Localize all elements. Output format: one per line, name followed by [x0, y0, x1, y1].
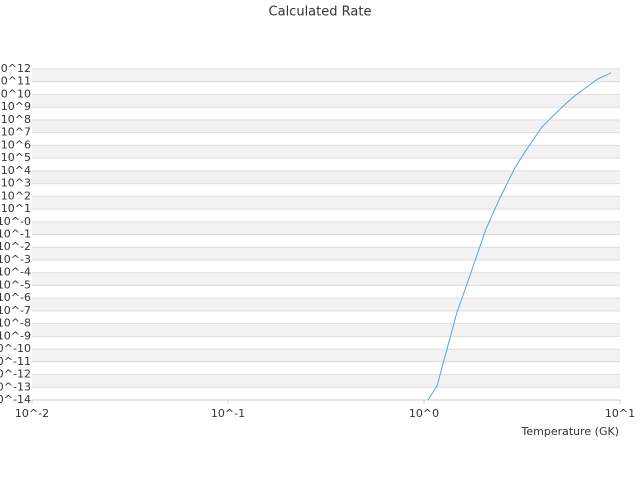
y-tick-label: 10^1	[1, 202, 31, 215]
y-tick-label: 10^-4	[0, 266, 31, 279]
y-tick-label: 10^-8	[0, 317, 31, 330]
grid-band	[32, 196, 620, 210]
y-tick-label: 10^-6	[0, 291, 31, 304]
y-tick-label: 10^-13	[0, 380, 31, 393]
y-tick-label: 10^7	[1, 126, 31, 139]
y-tick-label: 10^12	[0, 62, 31, 75]
y-tick-label: 10^-10	[0, 342, 31, 355]
grid-band	[32, 374, 620, 388]
x-axis-label: Temperature (GK)	[521, 425, 620, 438]
grid-band	[32, 69, 620, 82]
x-tick-label: 10^-1	[211, 407, 245, 420]
y-tick-label: 10^-11	[0, 355, 31, 368]
y-tick-label: 10^10	[0, 87, 31, 100]
y-tick-label: 10^-0	[0, 215, 31, 228]
y-tick-label: 10^-1	[0, 228, 31, 241]
grid-band	[32, 119, 620, 133]
y-tick-label: 10^-12	[0, 368, 31, 381]
grid-band	[32, 221, 620, 235]
x-tick-label: 10^-2	[15, 407, 49, 420]
y-tick-label: 10^3	[1, 177, 31, 190]
y-tick-label: 10^-3	[0, 253, 31, 266]
data-line	[427, 72, 612, 401]
grid-band	[32, 247, 620, 260]
y-tick-label: 10^-9	[0, 329, 31, 342]
y-tick-label: 10^-5	[0, 278, 31, 291]
y-tick-label: 10^4	[1, 164, 31, 177]
y-tick-label: 10^9	[1, 100, 31, 113]
y-tick-label: 10^8	[1, 113, 31, 126]
y-tick-label: 10^2	[1, 189, 31, 202]
y-tick-label: 10^-2	[0, 240, 31, 253]
grid-band	[32, 94, 620, 108]
y-tick-label: 10^-14	[0, 393, 31, 406]
y-tick-label: 10^5	[1, 151, 31, 164]
y-tick-label: 10^11	[0, 75, 31, 88]
x-tick-label: 10^1	[605, 407, 635, 420]
y-tick-label: 10^6	[1, 138, 31, 151]
grid-band	[32, 323, 620, 337]
grid-band	[32, 298, 620, 311]
chart-title: Calculated Rate	[269, 5, 372, 20]
y-tick-label: 10^-7	[0, 304, 31, 317]
x-tick-label: 10^0	[409, 407, 439, 420]
grid-band	[32, 145, 620, 159]
grid-band	[32, 272, 620, 286]
grid-band	[32, 170, 620, 184]
grid-band	[32, 349, 620, 362]
